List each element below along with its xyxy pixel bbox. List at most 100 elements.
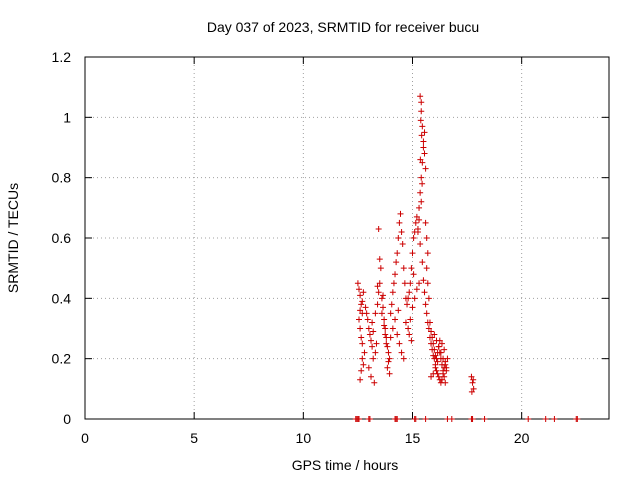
- data-point: [422, 219, 429, 226]
- data-point: [363, 310, 370, 317]
- data-point: [428, 373, 435, 380]
- data-point: [371, 379, 378, 386]
- data-point: [438, 340, 445, 347]
- data-point: [366, 331, 373, 338]
- data-point: [448, 416, 455, 422]
- data-point: [389, 325, 396, 332]
- grid-lines: [85, 57, 609, 419]
- data-point: [412, 416, 419, 422]
- axis-ticks: 0 5 10 15 20 0 0.2 0.4 0.6 0.8 1 1.2: [52, 49, 609, 446]
- data-point: [384, 364, 391, 371]
- data-point: [385, 358, 392, 365]
- data-point: [404, 301, 411, 308]
- data-point: [418, 198, 425, 205]
- data-point: [408, 265, 415, 272]
- y-tick-label: 0.2: [52, 351, 72, 367]
- data-point: [356, 286, 363, 293]
- data-point: [406, 331, 413, 338]
- data-point: [411, 295, 418, 302]
- data-point: [425, 295, 432, 302]
- data-point: [357, 292, 364, 299]
- data-point: [444, 355, 451, 362]
- data-point: [396, 219, 403, 226]
- data-point: [381, 322, 388, 329]
- y-axis-label: SRMTID / TECUs: [5, 183, 21, 293]
- data-point: [421, 289, 428, 296]
- data-point: [468, 388, 475, 395]
- data-point: [395, 235, 402, 241]
- data-point: [408, 337, 415, 344]
- data-point: [360, 361, 367, 368]
- data-point: [432, 364, 439, 371]
- data-point: [423, 310, 430, 317]
- data-point: [574, 416, 581, 422]
- data-point: [370, 355, 377, 362]
- data-point: [469, 379, 476, 386]
- data-point: [374, 301, 381, 308]
- data-point: [430, 370, 437, 377]
- data-point: [542, 416, 549, 422]
- data-point: [385, 349, 392, 356]
- data-point: [368, 373, 375, 380]
- data-point: [357, 307, 364, 314]
- data-point: [378, 295, 385, 302]
- data-point: [419, 159, 426, 166]
- data-point: [468, 373, 475, 380]
- data-point: [395, 307, 402, 314]
- y-tick-label: 0: [63, 411, 71, 427]
- data-point: [376, 280, 383, 287]
- data-point: [434, 358, 441, 365]
- x-tick-label: 10: [296, 430, 312, 446]
- data-point: [359, 340, 366, 347]
- data-point: [377, 265, 384, 272]
- data-point: [423, 235, 430, 241]
- data-point: [386, 355, 393, 362]
- data-point: [400, 265, 407, 272]
- data-point: [409, 304, 416, 311]
- data-point: [406, 289, 413, 296]
- data-point: [443, 367, 450, 374]
- data-point: [405, 295, 412, 302]
- data-point: [418, 132, 425, 139]
- data-point: [354, 280, 361, 287]
- data-point: [470, 376, 477, 383]
- data-point: [431, 346, 438, 353]
- data-point: [425, 325, 432, 332]
- data-point: [402, 319, 409, 326]
- data-point: [433, 337, 440, 344]
- data-point: [438, 376, 445, 383]
- data-point: [357, 325, 364, 332]
- data-point: [417, 189, 424, 196]
- y-tick-label: 1.2: [52, 49, 72, 65]
- data-point: [417, 93, 424, 100]
- data-point: [358, 334, 365, 341]
- y-tick-label: 0.4: [52, 290, 72, 306]
- data-point: [422, 165, 429, 172]
- data-point: [431, 331, 438, 338]
- data-point: [442, 361, 449, 368]
- data-point: [422, 301, 429, 308]
- data-point: [413, 213, 420, 220]
- data-point: [382, 331, 389, 338]
- data-point: [389, 289, 396, 296]
- data-point: [407, 280, 414, 287]
- data-point: [419, 259, 426, 266]
- data-point: [366, 416, 373, 422]
- data-point: [416, 216, 423, 223]
- data-point: [392, 316, 399, 323]
- data-point: [390, 280, 397, 287]
- data-point: [422, 416, 429, 422]
- data-point: [409, 250, 416, 257]
- data-point: [375, 225, 382, 232]
- data-point: [416, 280, 423, 287]
- data-point: [362, 304, 369, 311]
- plot-frame: [84, 56, 610, 420]
- data-point: [421, 129, 428, 136]
- data-point: [384, 343, 391, 350]
- data-point: [432, 352, 439, 359]
- data-point: [420, 138, 427, 145]
- x-axis-label: GPS time / hours: [292, 457, 399, 473]
- data-point: [400, 355, 407, 362]
- data-point: [428, 328, 435, 335]
- data-point: [372, 349, 379, 356]
